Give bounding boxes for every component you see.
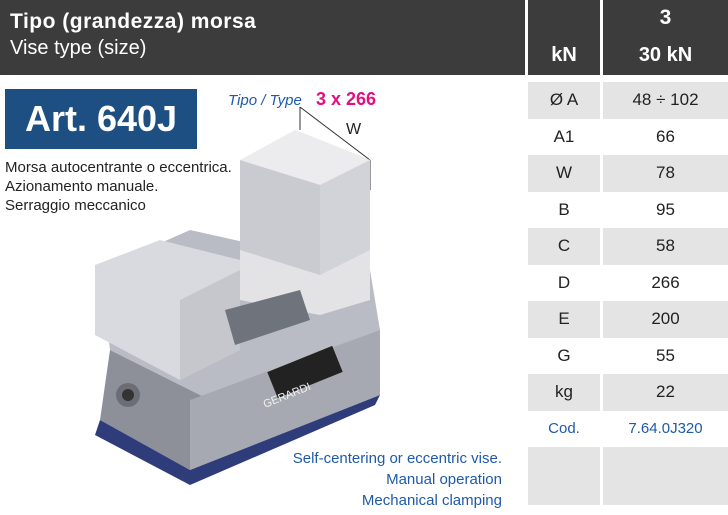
table-cell: 95	[603, 191, 728, 228]
table-cell: 66	[603, 118, 728, 155]
type-label: Tipo / Type	[228, 92, 302, 109]
header-title: Tipo (grandezza) morsa	[10, 10, 257, 33]
table-cell: Cod.	[528, 410, 600, 447]
table-cell: 58	[603, 228, 728, 265]
table-cell: 55	[603, 337, 728, 374]
text-line: Serraggio meccanico	[5, 197, 146, 214]
table-cell: W	[528, 155, 600, 192]
vise-illustration: GERARDI	[95, 106, 380, 485]
table-blank	[603, 447, 728, 505]
type-value: 3 x 266	[316, 89, 377, 109]
text-line: Self-centering or eccentric vise.	[292, 450, 502, 467]
table-cell: 200	[603, 301, 728, 338]
table-cell: 78	[603, 155, 728, 192]
table-cell: 22	[603, 374, 728, 411]
text-line: Morsa autocentrante o eccentrica.	[5, 159, 232, 176]
table-cell: Ø A	[528, 82, 600, 119]
unit-label: kN	[551, 44, 577, 66]
text-line: Azionamento manuale.	[5, 178, 159, 195]
dimension-label: W	[346, 121, 362, 138]
table-blank	[528, 447, 600, 505]
header-band	[603, 0, 728, 75]
description-en: Self-centering or eccentric vise. Manual…	[293, 448, 502, 511]
table-cell: C	[528, 228, 600, 265]
table-cell: D	[528, 264, 600, 301]
table-cell: E	[528, 301, 600, 338]
force-label: 30 kN	[638, 44, 693, 66]
table-cell: 48 ÷ 102	[603, 82, 728, 119]
header-band	[0, 0, 525, 75]
table-cell: A1	[528, 118, 600, 155]
article-badge: Art. 640J	[5, 89, 197, 149]
text-line: Manual operation	[386, 471, 502, 488]
header-subtitle: Vise type (size)	[10, 37, 147, 59]
table-cell: G	[528, 337, 600, 374]
header-band	[528, 0, 600, 75]
text-line: Mechanical clamping	[361, 492, 502, 509]
table-cell: kg	[528, 374, 600, 411]
table-cell: 7.64.0J320	[603, 410, 728, 447]
table-cell: B	[528, 191, 600, 228]
description-it: Morsa autocentrante o eccentrica. Aziona…	[5, 158, 232, 215]
table-cell: 266	[603, 264, 728, 301]
size-label: 3	[659, 6, 672, 29]
